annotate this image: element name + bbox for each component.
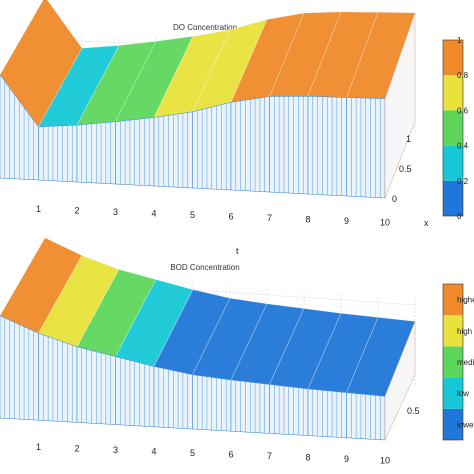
colorbar-segment: [443, 284, 463, 316]
x-tick-label: 3: [113, 445, 118, 455]
x-tick-label: 6: [228, 450, 233, 460]
x-tick-label: 4: [151, 447, 156, 457]
colorbar-segment: [443, 346, 463, 378]
colorbar-tick-label: 0.2: [457, 177, 469, 186]
y-tick-label: 0: [392, 194, 397, 204]
colorbar-tick-label: lowest: [457, 420, 474, 429]
x-tick-label: 10: [380, 456, 390, 466]
colorbar-segment: [443, 75, 463, 111]
surface-side-wall: [384, 12, 416, 199]
bod-surface: [0, 237, 416, 441]
x-tick-label: 9: [344, 216, 349, 226]
bod-y-tick-labels: 0.5: [407, 406, 420, 416]
x-tick-label: 2: [74, 206, 79, 216]
x-tick-label: 2: [74, 444, 79, 454]
colorbar-segment: [443, 315, 463, 347]
x-tick-label: 7: [267, 451, 272, 461]
colorbar-segment: [443, 180, 463, 216]
bod-surface-panel: BOD Concentration 1 2 3 4 5 6 7 8 9 10 0.5 lowest…: [0, 237, 474, 466]
y-tick-label: 0.5: [399, 164, 412, 174]
bod-chart-title: BOD Concentration: [170, 263, 239, 272]
colorbar-segment: [443, 145, 463, 181]
colorbar-tick-label: highest: [457, 296, 474, 305]
y-tick-label: 1: [406, 134, 411, 144]
x-tick-label: 4: [151, 209, 156, 219]
do-x-axis-label: x: [424, 218, 429, 228]
colorbar-tick-label: high: [457, 327, 472, 336]
colorbar-tick-label: 1: [457, 36, 462, 45]
x-tick-label: 1: [36, 204, 41, 214]
do-chart-title: DO Concentration: [173, 23, 237, 32]
x-tick-label: 7: [267, 213, 272, 223]
x-tick-label: 1: [36, 442, 41, 452]
colorbar-segment: [443, 40, 463, 76]
x-tick-label: 3: [113, 207, 118, 217]
do-y-tick-labels: 00.51: [392, 134, 412, 204]
x-tick-label: 9: [344, 454, 349, 464]
colorbar-segment: [443, 110, 463, 146]
colorbar-tick-label: 0.4: [457, 142, 469, 151]
x-tick-label: 6: [228, 212, 233, 222]
do-colorbar: 0 0.2 0.4 0.6 0.8 1: [442, 36, 469, 221]
x-tick-label: 8: [305, 453, 310, 463]
bod-x-tick-labels: 1 2 3 4 5 6 7 8 9 10: [36, 442, 390, 466]
x-tick-label: 8: [305, 215, 310, 225]
colorbar-tick-label: medium: [457, 358, 474, 367]
colorbar-tick-label: 0: [457, 212, 462, 221]
colorbar-frame: [442, 283, 464, 441]
do-surface-panel: DO Concentration 1 2 3 4 5 6 7 8 9 10 00.51 x 00.…: [0, 0, 469, 228]
y-tick-label: 0.5: [407, 406, 420, 416]
colorbar-tick-label: 0.8: [457, 71, 469, 80]
colorbar-segment: [443, 377, 463, 409]
x-tick-label: 5: [190, 210, 195, 220]
colorbar-frame: [442, 39, 464, 217]
do-surface: [0, 0, 416, 199]
x-tick-label: 10: [380, 218, 390, 228]
surface-side-wall: [384, 321, 416, 441]
do-x-tick-labels: 1 2 3 4 5 6 7 8 9 10: [36, 204, 390, 228]
colorbar-segment: [443, 408, 463, 440]
bod-colorbar: lowest low medium high highest: [442, 283, 474, 441]
colorbar-tick-label: 0.6: [457, 106, 469, 115]
x-tick-label: 5: [190, 448, 195, 458]
panel-separator-label: t: [236, 246, 239, 256]
colorbar-tick-label: low: [457, 389, 469, 398]
